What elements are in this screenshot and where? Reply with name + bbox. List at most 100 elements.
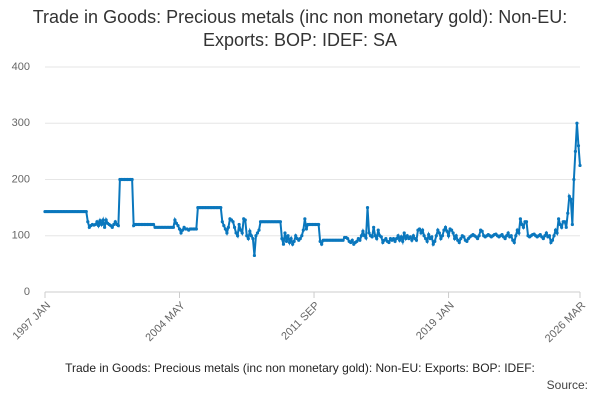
data-point (255, 231, 260, 235)
data-point (289, 236, 293, 241)
data-point (112, 222, 116, 227)
data-point (475, 236, 480, 241)
data-point (555, 231, 559, 235)
data-point (560, 225, 564, 229)
data-point (116, 224, 120, 228)
y-tick-label: 300 (12, 117, 30, 129)
data-point (524, 220, 529, 224)
data-point (231, 220, 235, 224)
data-point (234, 231, 238, 235)
data-point (287, 240, 292, 245)
data-point (547, 234, 552, 238)
data-point (225, 231, 229, 235)
data-point (509, 234, 513, 238)
data-point (420, 228, 425, 232)
data-point (341, 238, 345, 242)
data-point (372, 225, 376, 229)
data-point (553, 228, 558, 232)
data-point (176, 224, 180, 228)
data-point (180, 228, 185, 232)
data-point (543, 234, 547, 238)
data-point (239, 228, 243, 232)
data-point (252, 253, 257, 258)
data-point (104, 218, 108, 222)
data-point (384, 236, 388, 241)
data-point (465, 239, 469, 243)
data-point (99, 222, 104, 227)
data-point (320, 242, 324, 246)
chart-title: Trade in Goods: Precious metals (inc non… (32, 7, 568, 50)
data-point (361, 229, 365, 233)
data-point (226, 225, 231, 229)
data-point (563, 220, 567, 224)
data-point (280, 236, 284, 241)
data-point (257, 228, 261, 232)
data-point (294, 234, 298, 238)
data-point (399, 235, 403, 239)
data-point (381, 240, 385, 245)
data-point (558, 222, 562, 227)
data-point (573, 149, 578, 153)
data-point (401, 239, 405, 243)
data-point (394, 236, 399, 241)
data-point (173, 218, 177, 222)
data-point (362, 234, 367, 238)
data-point (222, 224, 226, 228)
data-point (453, 236, 457, 241)
data-point (578, 163, 582, 168)
data-point (248, 229, 252, 233)
data-point (373, 234, 377, 238)
data-point (177, 227, 182, 231)
data-point (93, 222, 98, 227)
y-tick-label: 400 (12, 61, 30, 73)
data-point (364, 236, 368, 240)
data-point (419, 231, 423, 235)
data-point (427, 233, 431, 237)
data-point (284, 239, 289, 243)
data-point (433, 239, 437, 243)
x-tick-label: 2011 SEP (279, 300, 322, 343)
data-point (518, 217, 522, 221)
data-point (303, 217, 307, 221)
data-point (223, 227, 227, 231)
data-point (576, 144, 581, 148)
data-point (411, 234, 415, 238)
data-point (130, 177, 134, 182)
data-point (446, 234, 451, 238)
y-tick-label: 200 (12, 173, 30, 185)
data-point (300, 234, 304, 238)
data-point (346, 236, 350, 241)
data-point (110, 225, 114, 229)
data-point (459, 236, 463, 241)
data-point (396, 234, 400, 238)
data-point (514, 234, 518, 238)
data-point (301, 228, 305, 232)
data-point (283, 231, 287, 235)
data-point (456, 238, 460, 242)
data-point (398, 238, 402, 242)
data-point (103, 225, 107, 229)
data-point (101, 218, 105, 222)
data-point (286, 234, 290, 238)
data-point (454, 234, 458, 238)
x-tick-label: 2004 MAY (143, 299, 188, 344)
data-point (425, 239, 429, 243)
data-point (355, 239, 359, 243)
data-point (232, 225, 237, 229)
y-tick-label: 0 (24, 286, 30, 298)
data-point (569, 197, 573, 201)
data-point (520, 222, 524, 227)
data-point (517, 231, 521, 235)
data-point (511, 238, 515, 242)
x-tick-label: 2026 MAR (543, 300, 588, 345)
data-point (350, 238, 354, 242)
data-point (245, 234, 249, 238)
data-point (292, 239, 296, 243)
data-point (503, 236, 507, 241)
data-point (440, 234, 445, 238)
data-point (515, 228, 519, 232)
data-point (410, 238, 414, 242)
data-point (318, 239, 322, 243)
